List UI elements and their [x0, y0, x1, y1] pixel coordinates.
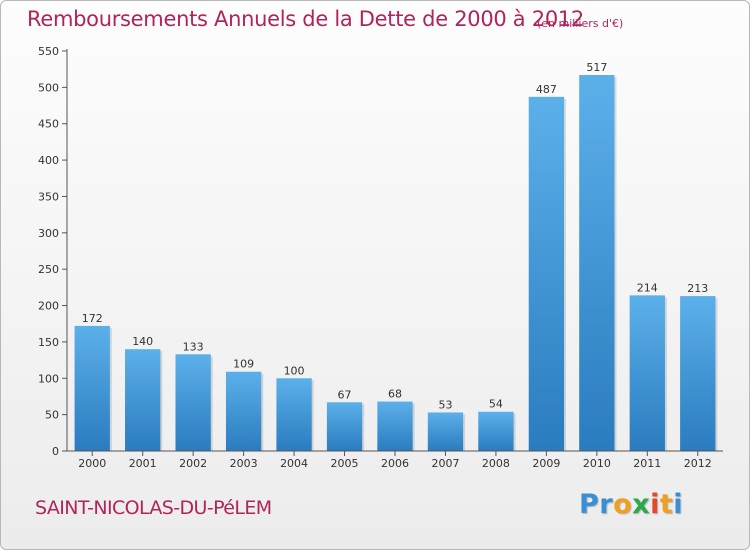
value-label-2012: 213	[687, 282, 708, 295]
logo-letter-4: i	[650, 489, 660, 520]
bar-2011	[629, 295, 665, 451]
bar-2007	[427, 412, 464, 451]
value-label-2009: 487	[536, 83, 557, 96]
chart-title: Remboursements Annuels de la Dette de 20…	[27, 7, 584, 31]
bar-2009	[528, 96, 565, 452]
logo-letter-5: t	[659, 489, 674, 520]
bar-2008	[478, 411, 514, 451]
x-tick-label-2003: 2003	[230, 457, 258, 470]
y-tick-label: 400	[38, 154, 59, 167]
value-label-2008: 54	[489, 398, 503, 411]
y-tick-label: 450	[38, 118, 59, 131]
x-tick-label-2001: 2001	[129, 457, 157, 470]
value-label-2007: 53	[438, 398, 452, 411]
chart-subtitle: (en milliers d'€)	[537, 17, 624, 30]
y-tick-label: 150	[38, 336, 59, 349]
y-tick-label: 50	[45, 409, 59, 422]
y-tick-label: 200	[38, 300, 59, 313]
bar-2003	[225, 371, 262, 451]
bar-2012	[680, 296, 716, 451]
commune-name: SAINT-NICOLAS-DU-PéLEM	[35, 497, 272, 519]
proxiti-logo[interactable]: Proxiti	[579, 489, 683, 520]
value-label-2001: 140	[132, 335, 153, 348]
x-axis: 2000 2001 2002 2003 2004 2005 2006 2007 2008 2009…	[67, 450, 723, 470]
value-label-2003: 109	[233, 358, 254, 371]
value-label-2006: 68	[388, 388, 402, 401]
y-tick-label: 550	[38, 45, 59, 58]
y-axis: 0 50 100 150 200 250 300 350 400 450 500 550	[38, 45, 68, 458]
logo-letter-2: o	[613, 489, 633, 520]
x-tick-label-2006: 2006	[381, 457, 409, 470]
value-label-2002: 133	[183, 340, 204, 353]
value-label-2010: 517	[586, 61, 607, 74]
logo-letter-0: P	[579, 489, 600, 520]
y-tick-label: 0	[52, 445, 59, 458]
y-tick-label: 250	[38, 263, 59, 276]
bar-2002	[175, 354, 211, 451]
value-label-2000: 172	[82, 312, 103, 325]
value-label-2011: 214	[637, 281, 658, 294]
x-tick-label-2007: 2007	[431, 457, 459, 470]
x-tick-label-2008: 2008	[482, 457, 510, 470]
bar-2001	[125, 349, 161, 451]
x-tick-label-2005: 2005	[331, 457, 359, 470]
x-tick-label-2000: 2000	[78, 457, 106, 470]
x-tick-label-2002: 2002	[179, 457, 207, 470]
value-label-2005: 67	[338, 388, 352, 401]
bar-2006	[377, 401, 413, 451]
logo-letter-3: x	[632, 489, 651, 520]
y-tick-label: 500	[38, 81, 59, 94]
value-label-2004: 100	[284, 364, 305, 377]
bar-2004	[276, 378, 312, 451]
x-tick-label-2010: 2010	[583, 457, 611, 470]
y-tick-label: 100	[38, 372, 59, 385]
bar-2000	[74, 325, 110, 451]
x-tick-label-2012: 2012	[684, 457, 712, 470]
bar-2010	[579, 75, 615, 451]
y-tick-label: 350	[38, 190, 59, 203]
logo-letter-1: r	[599, 489, 614, 520]
x-tick-label-2004: 2004	[280, 457, 308, 470]
bar-2005	[326, 402, 363, 451]
y-tick-label: 300	[38, 227, 59, 240]
x-tick-label-2011: 2011	[633, 457, 661, 470]
x-tick-label-2009: 2009	[532, 457, 560, 470]
logo-letter-6: i	[673, 489, 684, 520]
bars-group: 172 140 133 109 100 67 68 53 54 487 517 214 213	[74, 61, 718, 452]
